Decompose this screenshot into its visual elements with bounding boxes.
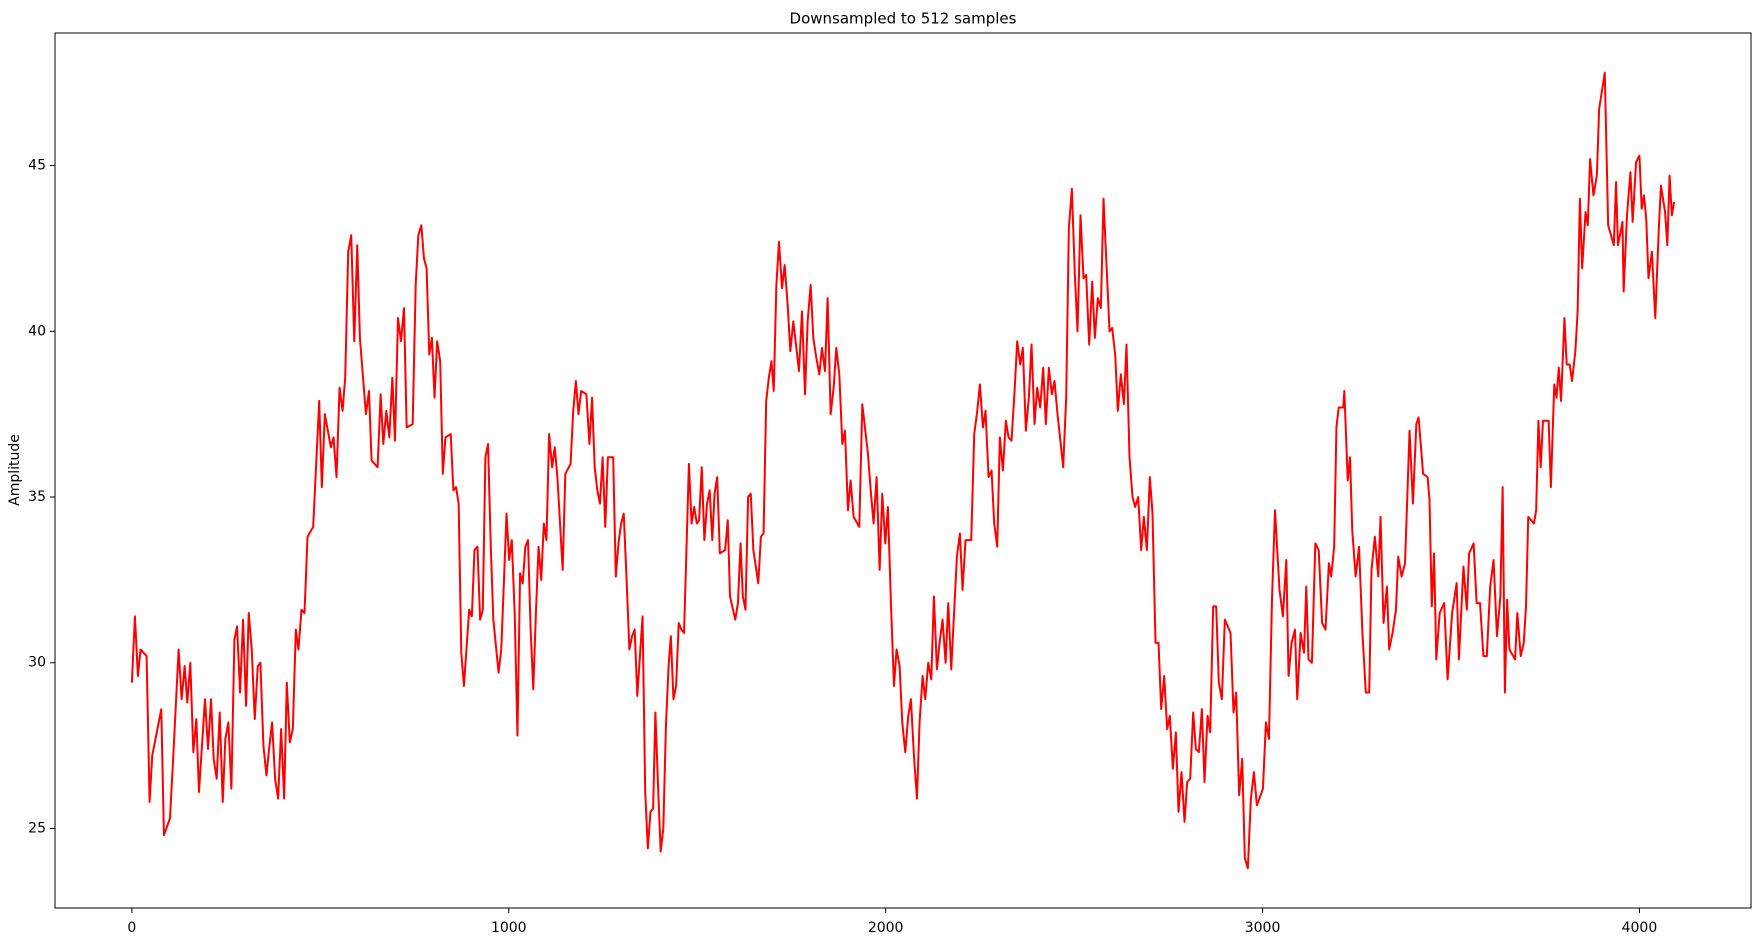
- y-tick-label: 35: [28, 489, 46, 505]
- plot-frame: [54, 32, 1752, 909]
- x-tick-label: 2000: [868, 920, 904, 936]
- y-tick-label: 25: [28, 820, 46, 836]
- x-tick-label: 3000: [1245, 920, 1281, 936]
- x-tick-label: 4000: [1622, 920, 1658, 936]
- y-tick-label: 45: [28, 158, 46, 174]
- x-tick-label: 0: [127, 920, 136, 936]
- x-tick-label: 1000: [491, 920, 527, 936]
- y-tick-label: 30: [28, 655, 46, 671]
- data-line: [130, 71, 1676, 870]
- y-axis-label: Amplitude: [7, 434, 23, 506]
- chart-title: Downsampled to 512 samples: [790, 10, 1017, 28]
- y-tick-label: 40: [28, 323, 46, 339]
